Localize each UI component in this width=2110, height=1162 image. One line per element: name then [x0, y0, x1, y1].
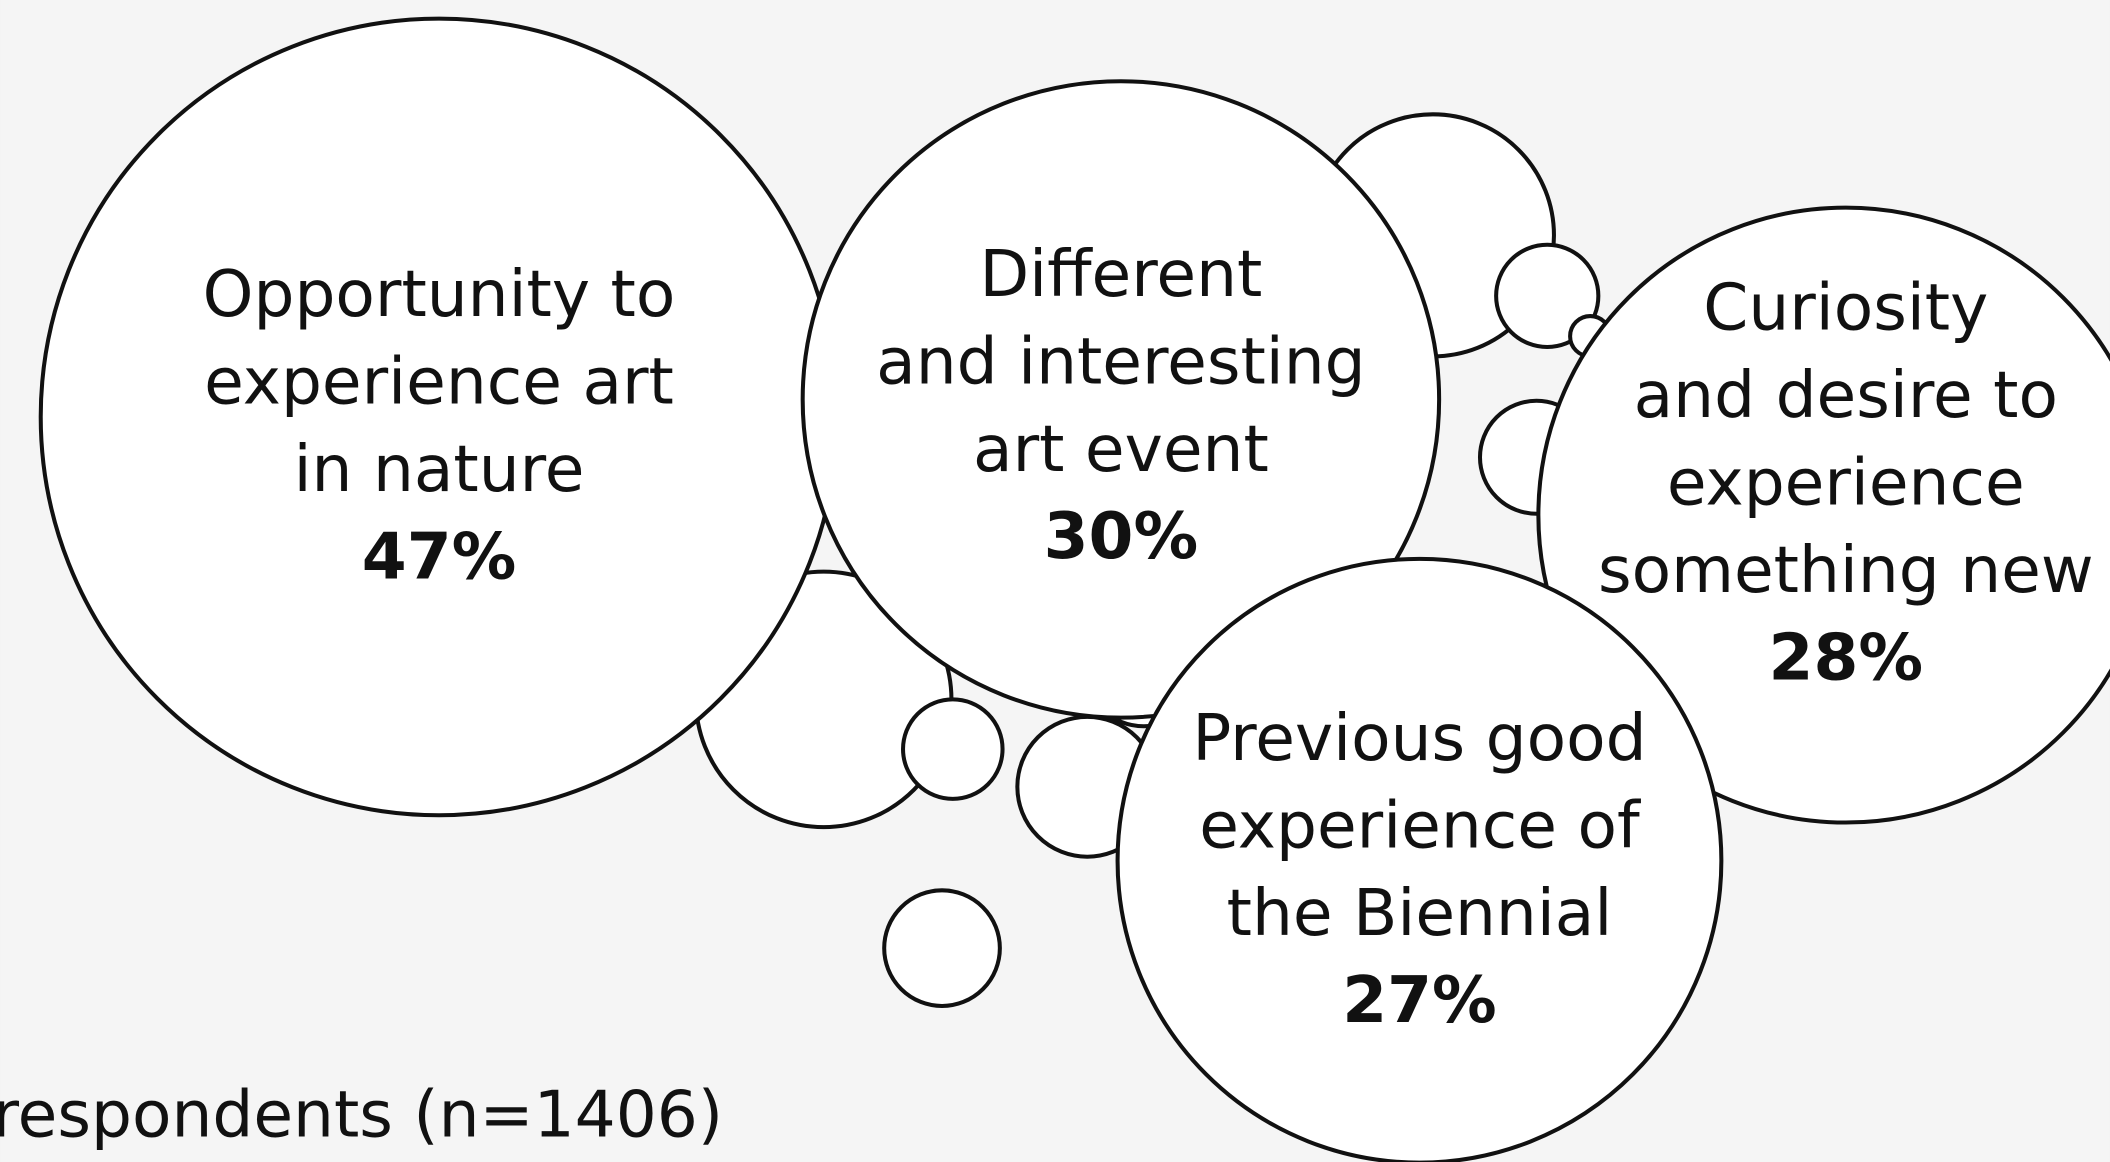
- decor-bubble: [901, 697, 1005, 801]
- bubble: [800, 79, 1442, 720]
- bubble-label: art event: [973, 412, 1269, 487]
- bubble-label: and interesting: [876, 324, 1365, 399]
- footnote: respondents (n=1406): [0, 1077, 723, 1152]
- bubble-value-label: 28%: [1769, 620, 1924, 695]
- decor-bubble: [882, 888, 1002, 1009]
- bubble-value-label: 27%: [1342, 963, 1497, 1038]
- bubble-label: something new: [1598, 533, 2094, 608]
- bubble-label: experience: [1667, 445, 2025, 520]
- bubble-label: Previous good: [1192, 701, 1646, 776]
- bubble-label: experience of: [1199, 788, 1641, 863]
- bubble-label: Opportunity to: [203, 257, 676, 332]
- bubbles: Opportunity to experience art in nature 47%…: [38, 16, 2110, 1162]
- bubble-label: experience art: [204, 345, 674, 420]
- bubble-label: and desire to: [1634, 358, 2058, 433]
- bubble: [1536, 205, 2110, 825]
- bubble-label: the Biennial: [1227, 876, 1613, 951]
- bubble-value-label: 30%: [1044, 499, 1199, 574]
- decor-bubble: [1494, 242, 1601, 350]
- bubble: [1115, 556, 1724, 1162]
- bubble-value-label: 47%: [362, 519, 517, 594]
- bubble-label: Curiosity: [1703, 271, 1988, 346]
- bubble-label: Different: [979, 237, 1262, 312]
- bubble-label: in nature: [294, 432, 585, 507]
